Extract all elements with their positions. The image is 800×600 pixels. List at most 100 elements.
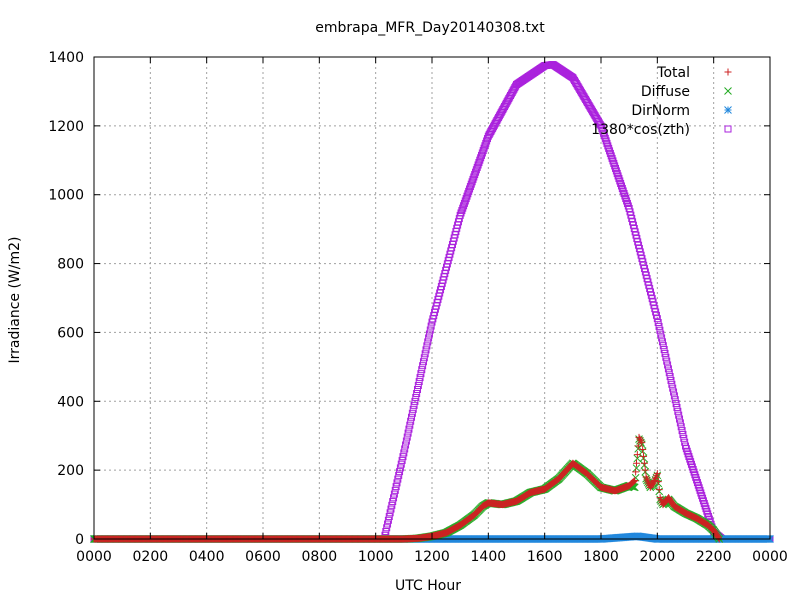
x-tick-label: 0000 bbox=[76, 549, 112, 565]
square-marker bbox=[395, 471, 403, 479]
plus-marker bbox=[632, 468, 640, 476]
square-marker bbox=[406, 421, 414, 429]
square-marker bbox=[407, 417, 415, 425]
square-marker bbox=[470, 173, 478, 181]
chart-title: embrapa_MFR_Day20140308.txt bbox=[315, 20, 545, 36]
square-marker bbox=[677, 423, 685, 431]
square-marker bbox=[415, 378, 423, 386]
y-tick-label: 1200 bbox=[48, 119, 84, 135]
square-marker bbox=[383, 524, 391, 532]
square-marker bbox=[425, 330, 433, 338]
y-tick-label: 600 bbox=[57, 325, 84, 341]
square-marker bbox=[396, 468, 404, 476]
square-marker bbox=[466, 183, 474, 191]
cross-marker bbox=[724, 87, 732, 95]
square-marker bbox=[473, 163, 481, 171]
plus-marker bbox=[631, 476, 639, 484]
square-marker bbox=[461, 197, 469, 205]
square-marker bbox=[477, 154, 485, 162]
square-marker bbox=[676, 415, 684, 423]
square-marker bbox=[412, 393, 420, 401]
square-marker bbox=[394, 475, 402, 483]
square-marker bbox=[419, 358, 427, 366]
square-marker bbox=[397, 460, 405, 468]
x-tick-label: 2200 bbox=[696, 549, 732, 565]
x-tick-label: 1400 bbox=[471, 549, 507, 565]
square-marker bbox=[416, 374, 424, 382]
y-tick-label: 800 bbox=[57, 257, 84, 273]
square-marker bbox=[664, 361, 672, 369]
square-marker bbox=[421, 350, 429, 358]
plus-marker bbox=[641, 466, 649, 474]
square-marker bbox=[460, 199, 468, 207]
square-marker bbox=[669, 384, 677, 392]
square-marker bbox=[675, 411, 683, 419]
legend-marker bbox=[724, 68, 732, 76]
square-marker bbox=[480, 144, 488, 152]
square-marker bbox=[396, 464, 404, 472]
square-marker bbox=[474, 161, 482, 169]
y-tick-label: 400 bbox=[57, 394, 84, 410]
square-marker bbox=[393, 479, 401, 487]
square-marker bbox=[405, 425, 413, 433]
x-tick-label: 0400 bbox=[189, 549, 225, 565]
legend: Total Diffuse DirNorm 1380*cos(zth) bbox=[591, 65, 732, 138]
plus-marker bbox=[637, 437, 645, 445]
square-marker bbox=[403, 433, 411, 441]
square-marker bbox=[661, 349, 669, 357]
y-tick-label: 1000 bbox=[48, 188, 84, 204]
x-tick-label: 0000 bbox=[752, 549, 788, 565]
square-marker bbox=[680, 434, 688, 442]
x-tick-label: 1200 bbox=[414, 549, 450, 565]
plus-marker bbox=[629, 478, 637, 486]
square-marker bbox=[413, 389, 421, 397]
y-tick-label: 1400 bbox=[48, 50, 84, 66]
square-marker bbox=[402, 441, 410, 449]
legend-marker bbox=[724, 87, 732, 95]
x-tick-label: 1600 bbox=[527, 549, 563, 565]
x-tick-label: 0800 bbox=[302, 549, 338, 565]
square-marker bbox=[458, 207, 466, 215]
square-marker bbox=[410, 401, 418, 409]
square-marker bbox=[411, 397, 419, 405]
square-marker bbox=[671, 396, 679, 404]
square-marker bbox=[460, 202, 468, 210]
legend-label: 1380*cos(zth) bbox=[591, 122, 690, 138]
square-marker bbox=[408, 409, 416, 417]
square-marker bbox=[475, 159, 483, 167]
square-marker bbox=[478, 151, 486, 159]
square-marker bbox=[466, 185, 474, 193]
square-marker bbox=[420, 354, 428, 362]
square-marker bbox=[399, 453, 407, 461]
square-marker bbox=[656, 326, 664, 334]
plus-marker bbox=[639, 445, 647, 453]
square-marker bbox=[660, 346, 668, 354]
x-tick-label: 1800 bbox=[583, 549, 619, 565]
square-marker bbox=[479, 147, 487, 155]
plus-marker bbox=[640, 459, 648, 467]
square-marker bbox=[724, 125, 732, 133]
square-marker bbox=[674, 407, 682, 415]
cross-marker bbox=[632, 464, 641, 472]
square-marker bbox=[462, 195, 470, 203]
square-marker bbox=[670, 388, 678, 396]
square-marker bbox=[664, 365, 672, 373]
square-marker bbox=[478, 149, 486, 157]
square-marker bbox=[670, 392, 678, 400]
square-marker bbox=[471, 171, 479, 179]
plus-marker bbox=[653, 470, 661, 478]
plus-marker bbox=[632, 459, 640, 467]
square-marker bbox=[465, 187, 473, 195]
square-marker bbox=[457, 209, 465, 217]
square-marker bbox=[423, 342, 431, 350]
square-marker bbox=[469, 175, 477, 183]
y-tick-label: 200 bbox=[57, 463, 84, 479]
square-marker bbox=[387, 505, 395, 513]
square-marker bbox=[390, 494, 398, 502]
plus-marker bbox=[714, 534, 722, 542]
x-tick-label: 2000 bbox=[640, 549, 676, 565]
square-marker bbox=[417, 370, 425, 378]
square-marker bbox=[418, 366, 426, 374]
square-marker bbox=[666, 373, 674, 381]
